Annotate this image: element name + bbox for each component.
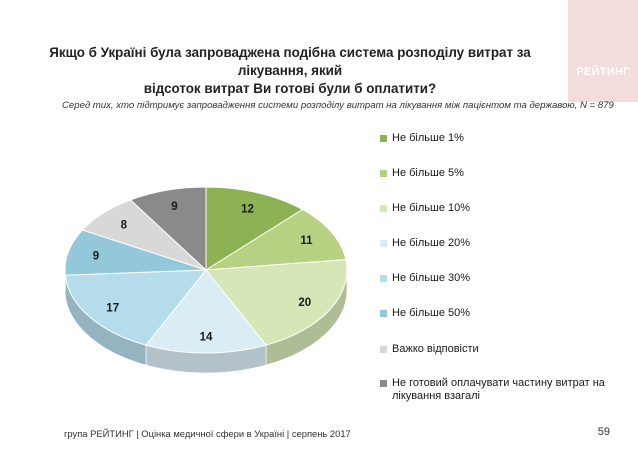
chart-subtitle: Серед тих, хто підтримує запровадження с… xyxy=(62,100,614,111)
legend-label-2: Не більше 5% xyxy=(392,167,464,179)
legend-label-5: Не більше 30% xyxy=(392,272,471,284)
pie-slice-3 xyxy=(205,259,348,346)
chart-title-line-2: відсоток витрат Ви готові були б оплатит… xyxy=(143,81,437,96)
pie-slice-1 xyxy=(205,186,304,271)
data-label-3: 20 xyxy=(298,297,311,309)
legend-item-1: Не більше 1% xyxy=(380,132,630,145)
chart-title-line-1: Якщо б Україні була запроваджена подібна… xyxy=(49,45,531,78)
legend-item-4: Не більше 20% xyxy=(380,237,630,250)
legend-item-5: Не більше 30% xyxy=(380,272,630,285)
pie-slice-6 xyxy=(64,229,207,276)
data-label-2: 11 xyxy=(300,235,313,247)
page-number: 59 xyxy=(597,426,610,438)
data-label-5: 17 xyxy=(106,302,119,314)
legend-label-3: Не більше 10% xyxy=(392,202,471,214)
chart-title: Якщо б Україні була запроваджена подібна… xyxy=(20,44,560,98)
legend-swatch-6 xyxy=(380,310,387,317)
data-label-6: 9 xyxy=(93,251,99,263)
legend-label-7: Важко відповісти xyxy=(392,343,479,355)
legend-swatch-4 xyxy=(380,240,387,247)
legend-swatch-7 xyxy=(380,346,387,353)
pie-slice-5 xyxy=(64,269,208,346)
pie-slice-8 xyxy=(129,186,207,272)
legend-swatch-1 xyxy=(380,135,387,142)
data-label-1: 12 xyxy=(241,203,254,215)
legend-item-7: Важко відповісти xyxy=(380,343,630,356)
legend-swatch-8 xyxy=(380,380,387,387)
pie-data-labels: 12 11 20 14 17 9 8 9 xyxy=(93,201,313,343)
data-label-7: 8 xyxy=(121,220,128,232)
data-label-4: 14 xyxy=(200,331,213,343)
legend-swatch-2 xyxy=(380,170,387,177)
rating-logo: РЕЙТИНГ xyxy=(568,0,638,102)
legend-label-8: Не готовий оплачувати частину витрат на … xyxy=(392,377,605,402)
footer-text: група РЕЙТИНГ | Оцінка медичної сфери в … xyxy=(64,428,351,439)
legend-label-6: Не більше 50% xyxy=(392,307,471,319)
legend-swatch-5 xyxy=(380,275,387,282)
legend-label-1: Не більше 1% xyxy=(392,132,464,144)
logo-text: РЕЙТИНГ xyxy=(576,66,630,78)
pie-slice-2 xyxy=(205,208,347,271)
pie-slice-4 xyxy=(145,269,267,354)
legend-item-2: Не більше 5% xyxy=(380,167,630,180)
legend-item-3: Не більше 10% xyxy=(380,202,630,215)
pie-side-walls xyxy=(64,269,348,374)
legend-item-8: Не готовий оплачувати частину витрат на … xyxy=(380,377,630,403)
data-label-8: 9 xyxy=(171,201,177,213)
pie-slices xyxy=(64,186,348,354)
legend-label-4: Не більше 20% xyxy=(392,237,471,249)
legend-item-6: Не більше 50% xyxy=(380,307,630,320)
legend-swatch-3 xyxy=(380,205,387,212)
